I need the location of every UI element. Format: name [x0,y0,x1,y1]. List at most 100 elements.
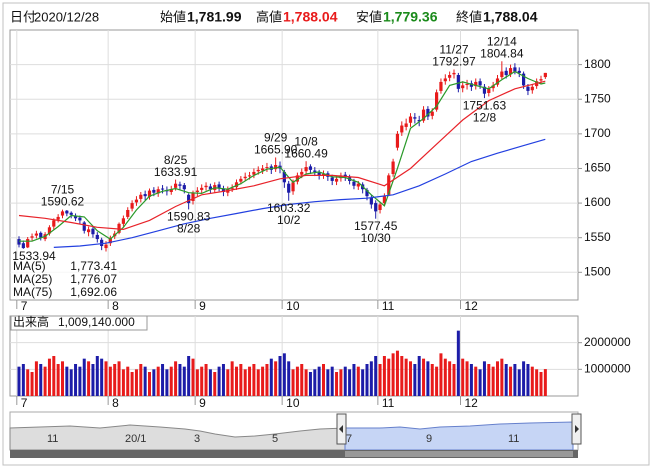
volume-bar [469,364,473,396]
volume-bar [326,369,330,396]
volume-bar [313,369,317,396]
high-label: 高値 [256,9,282,24]
volume-bar [87,361,91,396]
volume-bar [417,356,421,396]
volume-bar [422,358,426,396]
annotation-date: 12/14 [487,34,517,48]
y-tick-label: 2000000 [584,335,631,349]
volume-legend-box [10,315,148,331]
candle-body [400,125,404,133]
candle-body [47,227,52,234]
volume-bar [221,364,225,396]
legend-value: 1,776.07 [70,272,117,286]
candle-body [291,182,295,192]
open: 1,781.99 [187,9,242,25]
low-label: 安値 [356,9,382,24]
x-tick-label: 7 [21,299,28,313]
candle-body [539,79,543,81]
annotation-date: 10/30 [361,231,391,245]
candle-body [147,190,152,197]
volume-bar [456,330,460,396]
annotation-date: 7/15 [51,183,75,197]
ma-line [18,80,546,231]
candle-body [474,81,478,87]
volume-bar [482,361,486,396]
open-label: 始値 [160,9,186,24]
candle-body [39,232,43,238]
candle-body [265,167,269,169]
volume-bar [243,369,247,396]
candle-body [252,171,256,175]
y-tick-label: 1750 [584,91,611,105]
annotation-value: 1751.63 [463,98,507,112]
volume-bar [504,364,508,396]
volume-bar [513,364,517,396]
candle-body [261,168,265,171]
candle-body [321,174,326,175]
annotation-value: 1660.49 [284,146,328,160]
volume-bar [435,366,439,396]
volume-bar [161,364,165,396]
volume-bar [239,364,243,396]
volume-bar [339,369,343,396]
navigator-label: 9 [426,433,432,445]
volume-bar [217,366,221,396]
candle-body [387,175,391,195]
candle-body [200,187,204,190]
candle-body [304,167,308,172]
candle-body [452,72,456,75]
candle-body [230,187,234,189]
candle-body [187,194,191,204]
volume-bar [378,364,382,396]
volume-bar [352,364,356,396]
annotation-value: 1533.94 [12,249,56,263]
candle-body [234,182,239,188]
volume-bar [78,366,82,396]
volume-bar [130,372,134,396]
annotation-date: 9/29 [264,131,288,145]
x-tick-label: 8 [112,299,119,313]
candle-body [478,81,482,86]
volume-bar [178,364,182,396]
candle-body [495,78,500,85]
annotation-date: 12/8 [473,110,497,124]
volume-bar [165,369,169,396]
volume-bar [100,358,104,396]
volume-bar [304,369,308,396]
volume-bar [361,369,365,396]
volume-bar [448,361,452,396]
volume-bar [530,366,534,396]
annotation-value: 1633.91 [154,165,198,179]
volume-bar [56,364,60,396]
x-tick-label: 12 [465,396,479,410]
volume-bar [478,369,482,396]
volume-bar [230,361,234,396]
candle-body [65,210,69,214]
volume-bar [443,358,447,396]
volume-bar [213,372,217,396]
candle-body [178,184,182,186]
volume-bar [491,366,495,396]
volume-bar [374,356,378,396]
candle-body [204,185,208,188]
navigator-label: 3 [194,433,200,445]
candle-body [60,211,65,216]
candle-body [182,185,186,190]
candle-body [126,210,130,217]
scrollbar[interactable] [10,450,578,458]
candle-body [426,108,430,117]
plot-area [9,29,579,301]
annotation-value: 1665.90 [254,143,298,157]
volume-bar [208,369,212,396]
candle-body [217,184,221,188]
annotation-value: 1804.84 [480,46,524,60]
volume-bar [430,364,434,396]
volume-bar [187,356,191,396]
scrollbar-thumb[interactable] [345,451,573,457]
annotation-date: 8/28 [177,222,201,236]
candle-body [287,183,291,193]
volume-bar [200,366,204,396]
volume-bar [426,361,430,396]
candle-body [530,86,534,91]
